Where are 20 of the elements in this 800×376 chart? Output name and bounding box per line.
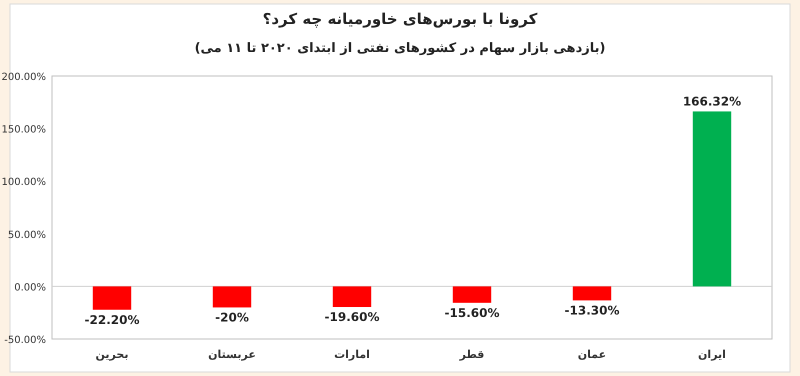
data-label: -20% xyxy=(215,310,249,324)
y-tick-label: 50.00% xyxy=(8,230,46,241)
x-tick-label: قطر xyxy=(458,348,484,361)
x-tick-label: عمان xyxy=(578,348,606,361)
data-label: -13.30% xyxy=(564,303,620,318)
data-label: 166.32% xyxy=(682,94,742,108)
y-tick-label: 150.00% xyxy=(2,124,46,136)
x-tick-label: امارات xyxy=(334,348,370,361)
x-tick-label: ایران xyxy=(698,348,726,361)
y-tick-label: 0.00% xyxy=(14,282,46,294)
y-tick-label: 200.00% xyxy=(2,72,46,83)
x-tick-label: عربستان xyxy=(208,348,256,361)
data-label: -15.60% xyxy=(444,306,500,320)
chart-subtitle: (بازدهی بازار سهام در کشورهای نفتی از ابتدای ۲۰۲۰ تا ۱۱ می) xyxy=(194,41,606,56)
y-tick-label: 100.00% xyxy=(2,177,46,188)
data-label: -22.20% xyxy=(84,312,140,327)
chart-title: کرونا با بورس‌های خاورمیانه چه کرد؟ xyxy=(262,10,538,28)
x-tick-label: بحرین xyxy=(96,348,128,361)
data-label: -19.60% xyxy=(324,310,380,324)
y-tick-label: -50.00% xyxy=(4,335,46,346)
